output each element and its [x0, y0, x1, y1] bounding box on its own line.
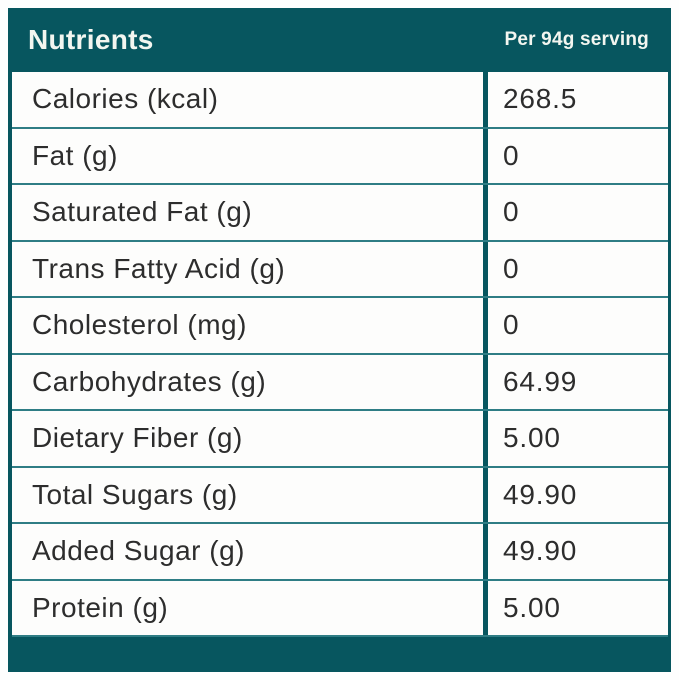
serving-size-label: Per 94g serving [504, 29, 649, 50]
nutrient-label: Total Sugars (g) [12, 467, 483, 522]
nutrient-label: Cholesterol (mg) [12, 298, 483, 353]
nutrition-label: Nutrients Per 94g serving Calories (kcal… [8, 8, 671, 672]
table-row: Trans Fatty Acid (g) 0 [12, 241, 668, 298]
nutrient-label: Fat (g) [12, 128, 483, 183]
nutrient-label: Calories (kcal) [12, 72, 483, 127]
table-row: Protein (g) 5.00 [12, 580, 668, 637]
table-row: Fat (g) 0 [12, 128, 668, 185]
footer-bar [8, 637, 671, 672]
table-row: Calories (kcal) 268.5 [12, 72, 668, 129]
table-row: Cholesterol (mg) 0 [12, 298, 668, 355]
table-row: Dietary Fiber (g) 5.00 [12, 411, 668, 468]
nutrient-value: 0 [483, 298, 668, 353]
nutrient-label: Saturated Fat (g) [12, 185, 483, 240]
nutrient-label: Trans Fatty Acid (g) [12, 241, 483, 296]
nutrient-value: 49.90 [483, 467, 668, 522]
nutrient-label: Added Sugar (g) [12, 524, 483, 579]
table-row: Added Sugar (g) 49.90 [12, 524, 668, 581]
nutrient-value: 268.5 [483, 72, 668, 127]
table-row: Carbohydrates (g) 64.99 [12, 354, 668, 411]
nutrient-label: Protein (g) [12, 580, 483, 635]
nutrient-label: Dietary Fiber (g) [12, 411, 483, 466]
nutrient-label: Carbohydrates (g) [12, 354, 483, 409]
nutrient-value: 5.00 [483, 411, 668, 466]
nutrient-value: 0 [483, 128, 668, 183]
table-row: Total Sugars (g) 49.90 [12, 467, 668, 524]
nutrient-value: 49.90 [483, 524, 668, 579]
nutrient-value: 0 [483, 241, 668, 296]
nutrient-value: 64.99 [483, 354, 668, 409]
nutrition-header: Nutrients Per 94g serving [8, 8, 671, 72]
nutrient-value: 5.00 [483, 580, 668, 635]
nutrients-title: Nutrients [28, 24, 154, 55]
nutrition-table-body: Calories (kcal) 268.5 Fat (g) 0 Saturate… [8, 72, 671, 637]
table-row: Saturated Fat (g) 0 [12, 185, 668, 242]
nutrient-value: 0 [483, 185, 668, 240]
